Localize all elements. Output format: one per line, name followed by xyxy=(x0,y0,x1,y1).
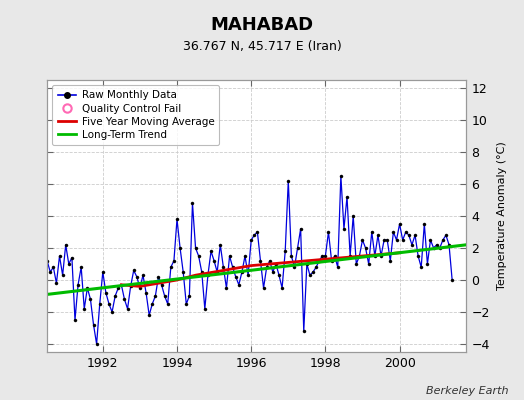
Text: MAHABAD: MAHABAD xyxy=(211,16,313,34)
Text: Berkeley Earth: Berkeley Earth xyxy=(426,386,508,396)
Text: 36.767 N, 45.717 E (Iran): 36.767 N, 45.717 E (Iran) xyxy=(183,40,341,53)
Legend: Raw Monthly Data, Quality Control Fail, Five Year Moving Average, Long-Term Tren: Raw Monthly Data, Quality Control Fail, … xyxy=(52,85,220,145)
Y-axis label: Temperature Anomaly (°C): Temperature Anomaly (°C) xyxy=(497,142,507,290)
